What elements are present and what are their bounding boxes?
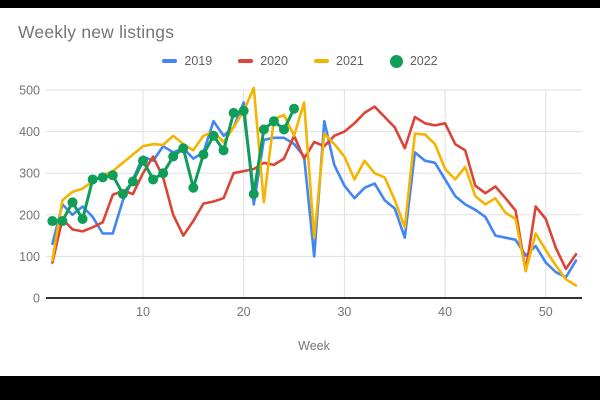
y-tick-500: 500 — [19, 84, 40, 98]
series-2022-marker-week-22 — [258, 124, 269, 135]
series-2022-marker-week-10 — [138, 155, 148, 166]
legend-swatch-2020-icon — [238, 59, 254, 63]
y-tick-200: 200 — [19, 208, 40, 222]
series-2022-marker-week-24 — [278, 124, 289, 135]
series-2022-marker-week-15 — [188, 182, 199, 193]
series-2022-marker-week-4 — [77, 213, 88, 224]
series-2022-marker-week-7 — [107, 170, 118, 181]
series-2022-marker-week-21 — [248, 189, 259, 199]
series-2022-marker-week-1 — [47, 216, 58, 227]
y-tick-100: 100 — [19, 250, 40, 264]
series-2022-marker-week-16 — [198, 149, 209, 160]
legend-swatch-2019-icon — [162, 59, 178, 63]
series-2022-marker-week-19 — [228, 107, 239, 118]
series-2022-marker-week-20 — [238, 105, 249, 116]
legend-item-2020[interactable]: 2020 — [238, 54, 288, 68]
legend-item-2019[interactable]: 2019 — [162, 54, 212, 68]
legend: 2019 2020 2021 2022 — [0, 54, 600, 68]
series-2022-marker-week-11 — [148, 174, 159, 185]
x-tick-30: 30 — [337, 305, 351, 319]
legend-swatch-2022-icon — [389, 54, 403, 68]
y-tick-0: 0 — [33, 292, 40, 306]
series-2022-marker-week-13 — [168, 151, 179, 162]
x-tick-10: 10 — [136, 305, 150, 319]
legend-item-2021[interactable]: 2021 — [314, 54, 364, 68]
series-2022-marker-week-6 — [97, 172, 108, 183]
series-2022-marker-week-14 — [178, 143, 189, 154]
y-tick-300: 300 — [19, 167, 40, 181]
legend-item-2022[interactable]: 2022 — [389, 54, 438, 68]
x-tick-20: 20 — [237, 305, 251, 319]
legend-label-2021: 2021 — [336, 54, 364, 68]
legend-swatch-2021-icon — [314, 59, 329, 63]
x-tick-50: 50 — [539, 305, 553, 319]
series-2022-marker-week-12 — [158, 168, 169, 179]
legend-label-2019: 2019 — [184, 54, 213, 68]
series-2022-marker-week-17 — [208, 130, 219, 141]
x-tick-40: 40 — [438, 305, 452, 319]
series-2021-line — [51, 86, 578, 287]
series-2022-marker-week-9 — [127, 176, 138, 187]
y-tick-400: 400 — [19, 125, 40, 139]
legend-label-2022: 2022 — [409, 54, 438, 68]
series-2022-marker-week-2 — [57, 216, 68, 227]
series-2022-marker-week-3 — [67, 197, 78, 208]
series-2022-marker-week-18 — [218, 145, 229, 156]
series-2022-marker-week-25 — [289, 103, 300, 114]
chart-title: Weekly new listings — [18, 22, 175, 42]
legend-label-2020: 2020 — [260, 54, 288, 68]
series-2022-marker-week-5 — [87, 174, 98, 185]
top-letterbox-bar — [0, 0, 600, 8]
series-2020-line — [51, 105, 578, 273]
series-2022-marker-week-8 — [117, 189, 128, 199]
x-axis-title: Week — [298, 339, 330, 353]
bottom-letterbox-bar — [0, 376, 600, 400]
series-2022-marker-week-23 — [268, 116, 279, 127]
